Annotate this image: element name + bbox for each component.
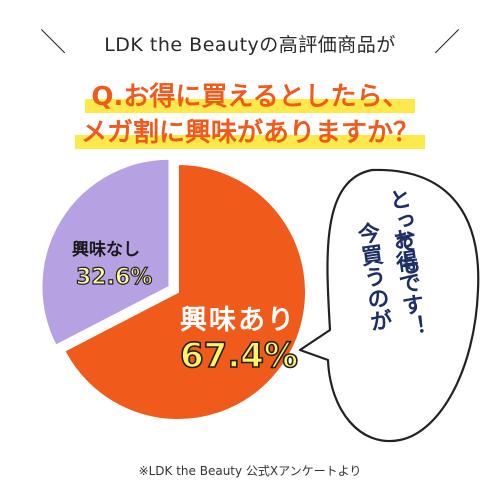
slice-value-interested: 67.4% [179,335,299,377]
question-line-1-wrap: Q.お得に買えるとしたら、 [0,76,500,113]
decorative-slashes-left: ＼ [40,28,67,58]
pie-slice-interested [62,162,307,421]
slice-label-interested: 興味あり [180,305,296,336]
speech-bubble [298,168,480,443]
slice-value-not-interested: 32.6% [75,264,153,290]
pie-slices [40,157,307,421]
slice-label-not-interested: 興味なし [72,240,140,260]
decorative-slashes-right: ／ [433,28,460,58]
question-line-2-wrap: メガ割に興味がありますか？ [0,112,500,149]
footnote: ※LDK the Beauty 公式Xアンケートより [138,464,362,478]
pie-slice-not-interested [40,157,171,347]
subtitle: LDK the Beautyの高評価商品が [104,34,396,56]
question-line-2: メガ割に興味がありますか？ [74,112,425,149]
question-line-1: Q.お得に買えるとしたら、 [85,76,415,113]
